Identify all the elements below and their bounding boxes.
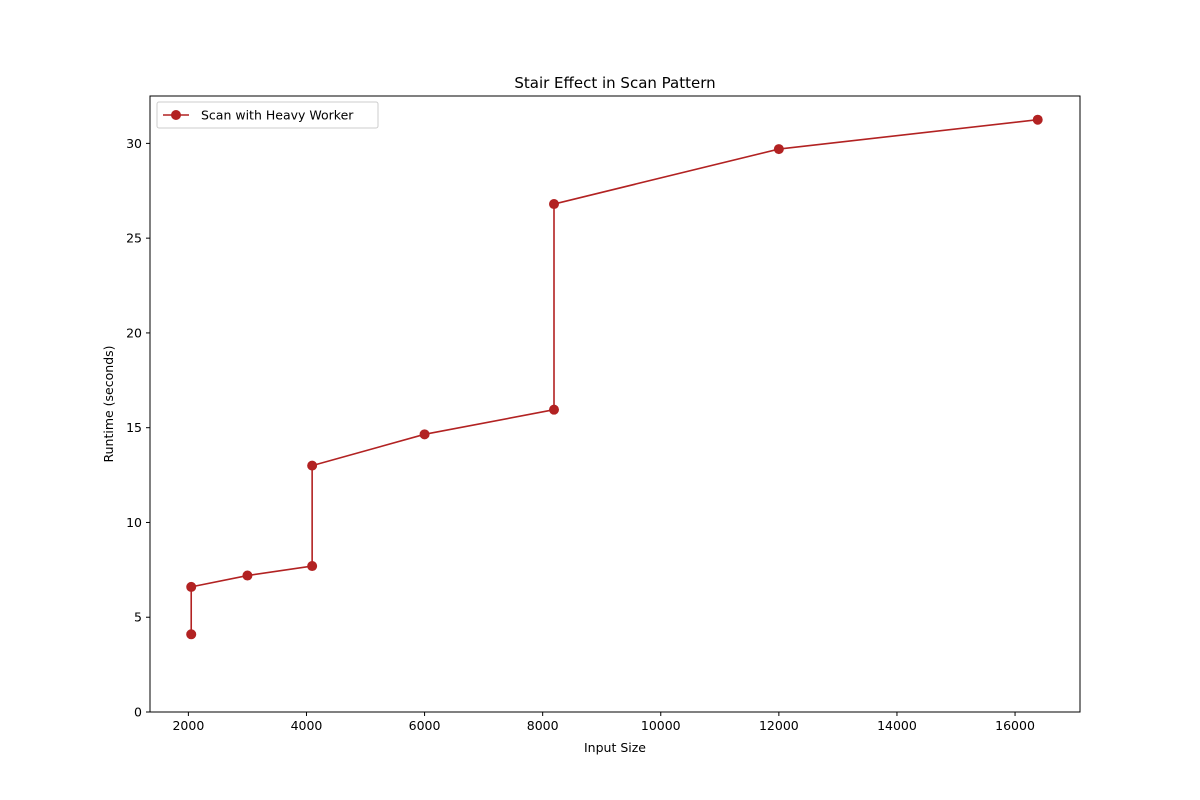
y-tick-label: 25 [126,231,142,246]
x-axis: 2000 4000 6000 8000 10000 12000 14000 16000 [172,712,1035,733]
plot-area [149,95,1081,713]
data-point [307,460,318,471]
x-tick-label: 8000 [527,718,559,733]
x-tick-label: 12000 [759,718,799,733]
data-point [773,144,784,155]
x-axis-label: Input Size [584,740,646,755]
x-tick-label: 14000 [877,718,917,733]
data-point [186,581,197,592]
x-tick-label: 4000 [291,718,323,733]
x-tick-label: 16000 [995,718,1035,733]
plot-frame [149,95,1081,713]
y-axis: 0 5 10 15 20 25 30 [126,136,150,720]
legend-box [156,101,379,129]
x-tick-label: 6000 [409,718,441,733]
data-point [1032,114,1043,125]
y-tick-label: 30 [126,136,142,151]
chart-title: Stair Effect in Scan Pattern [514,74,715,92]
series-layer [186,114,1043,640]
legend-marker [171,110,181,120]
y-axis-label: Runtime (seconds) [101,345,116,462]
y-tick-label: 20 [126,325,142,340]
y-tick-label: 5 [134,610,142,625]
y-tick-label: 15 [126,420,142,435]
y-tick-label: 0 [134,705,142,720]
data-point [307,561,318,572]
data-point [186,629,197,640]
data-point [242,570,253,581]
data-point [549,199,560,210]
x-tick-label: 2000 [172,718,204,733]
data-point [549,404,560,415]
series-line [190,118,1038,635]
legend: Scan with Heavy Worker [156,101,379,129]
x-tick-label: 10000 [641,718,681,733]
y-tick-label: 10 [126,515,142,530]
data-point [419,429,430,440]
legend-entry-label: Scan with Heavy Worker [201,108,354,123]
